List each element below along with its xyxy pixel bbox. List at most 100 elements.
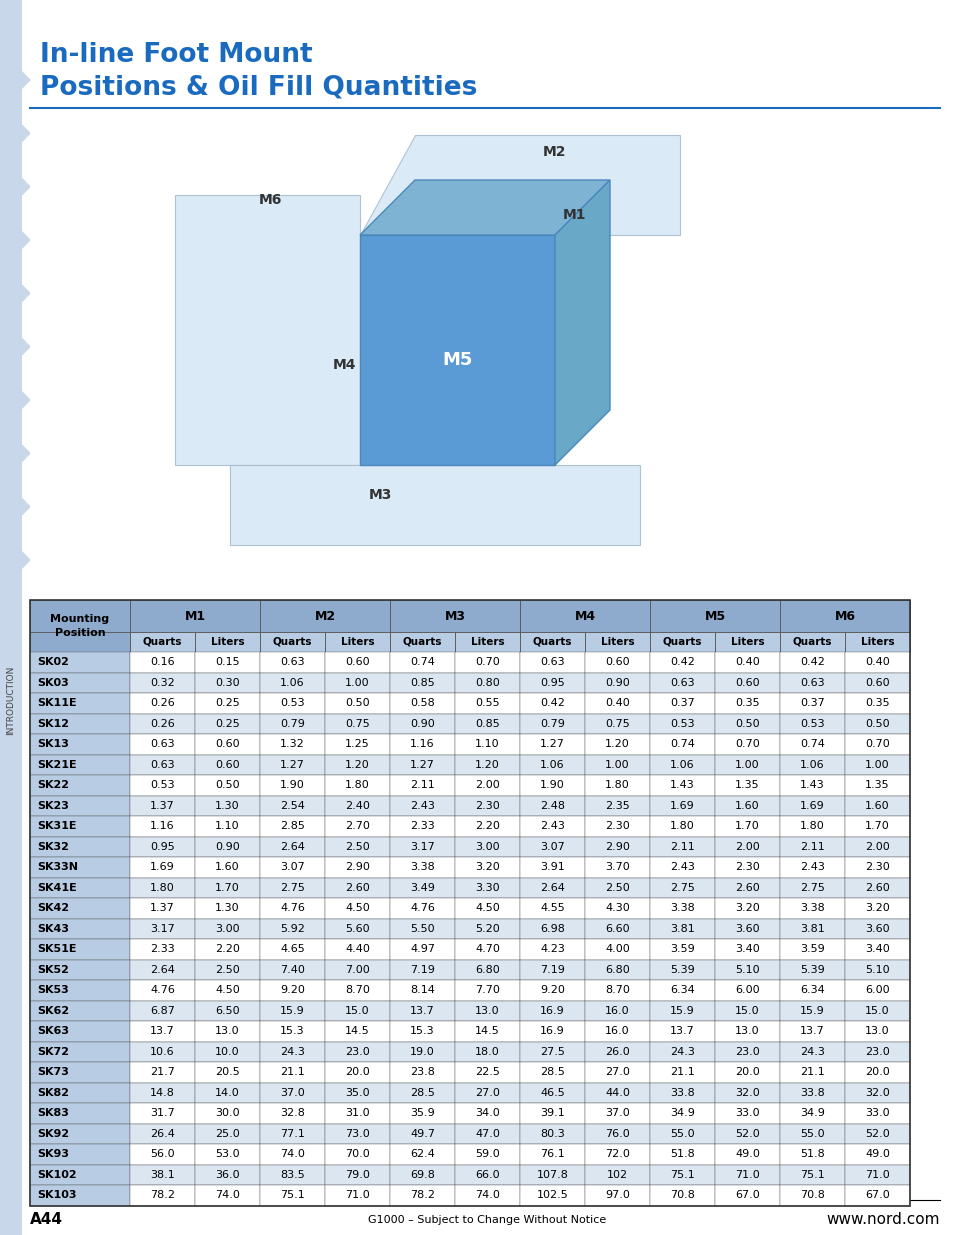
Text: SK22: SK22 [37,781,69,790]
Text: 55.0: 55.0 [800,1129,824,1139]
Bar [780,673,844,693]
Text: 0.60: 0.60 [864,678,889,688]
Text: 10.6: 10.6 [150,1047,174,1057]
Text: M5: M5 [703,610,725,622]
Text: 27.0: 27.0 [475,1088,499,1098]
Text: 1.20: 1.20 [345,760,370,769]
Text: 0.75: 0.75 [604,719,629,729]
Text: 19.0: 19.0 [410,1047,435,1057]
Text: 2.70: 2.70 [345,821,370,831]
Text: 1.06: 1.06 [280,678,305,688]
Text: 21.7: 21.7 [150,1067,174,1077]
Bar [130,919,194,939]
Text: 31.0: 31.0 [345,1108,370,1118]
Bar [30,600,909,1205]
Bar [649,652,714,673]
Bar [519,652,584,673]
Bar [584,1041,649,1062]
Bar [844,836,909,857]
Bar [130,1124,194,1144]
Bar [325,1083,390,1103]
Text: 4.30: 4.30 [604,903,629,913]
Text: 7.00: 7.00 [345,965,370,974]
Bar [390,652,455,673]
Text: 4.55: 4.55 [539,903,564,913]
Bar [325,795,390,816]
Text: 8.70: 8.70 [604,986,629,995]
Text: 24.3: 24.3 [280,1047,305,1057]
Bar [844,1000,909,1021]
Bar [194,1124,260,1144]
Bar [519,1083,584,1103]
Bar [194,795,260,816]
Text: 3.30: 3.30 [475,883,499,893]
Text: A44: A44 [30,1213,63,1228]
Bar [0,0,22,1235]
Bar [455,1083,519,1103]
Bar [30,898,130,919]
Bar [194,981,260,1000]
Bar [844,1103,909,1124]
Text: 1.27: 1.27 [539,740,564,750]
Text: 1.69: 1.69 [669,800,694,810]
Bar [455,714,519,734]
Bar [30,1062,130,1083]
Text: Positions & Oil Fill Quantities: Positions & Oil Fill Quantities [40,75,476,101]
Text: INTRODUCTION: INTRODUCTION [7,666,15,735]
Text: 6.34: 6.34 [669,986,694,995]
Text: SK41E: SK41E [37,883,76,893]
Bar [780,714,844,734]
Text: 0.42: 0.42 [800,657,824,667]
Text: 0.53: 0.53 [280,698,305,708]
Bar [260,816,325,836]
Bar [325,878,390,898]
Text: 2.75: 2.75 [669,883,694,893]
Text: 0.50: 0.50 [864,719,889,729]
Text: 3.91: 3.91 [539,862,564,872]
Text: SK43: SK43 [37,924,69,934]
Bar [584,1021,649,1041]
Text: 1.27: 1.27 [410,760,435,769]
Text: 0.85: 0.85 [410,678,435,688]
Text: 2.64: 2.64 [280,842,305,852]
Bar [780,734,844,755]
Bar [649,1000,714,1021]
Bar [714,1103,780,1124]
Bar [455,960,519,981]
Bar [519,1000,584,1021]
Bar [30,714,130,734]
Bar [390,939,455,960]
Bar [30,600,130,652]
Bar [714,795,780,816]
Text: 1.69: 1.69 [150,862,174,872]
Text: 13.0: 13.0 [864,1026,889,1036]
Text: 33.0: 33.0 [864,1108,889,1118]
Text: 14.5: 14.5 [475,1026,499,1036]
Text: 7.19: 7.19 [539,965,564,974]
Bar [844,652,909,673]
Bar [780,776,844,795]
Bar [130,1165,194,1186]
Bar [390,898,455,919]
Bar [325,1124,390,1144]
Bar [325,857,390,878]
Bar [390,1041,455,1062]
Bar [455,1124,519,1144]
Bar [714,1021,780,1041]
Bar [844,734,909,755]
Text: 0.90: 0.90 [214,842,239,852]
Bar [194,1000,260,1021]
Text: 1.00: 1.00 [604,760,629,769]
Text: 13.7: 13.7 [800,1026,824,1036]
Text: 0.85: 0.85 [475,719,499,729]
Bar [30,1000,130,1021]
Text: 2.43: 2.43 [539,821,564,831]
Bar [194,714,260,734]
Text: 3.81: 3.81 [800,924,824,934]
Text: SK72: SK72 [37,1047,69,1057]
Text: 0.79: 0.79 [280,719,305,729]
Bar [519,981,584,1000]
Text: 3.38: 3.38 [410,862,435,872]
Bar [780,1041,844,1062]
Bar [519,1021,584,1041]
